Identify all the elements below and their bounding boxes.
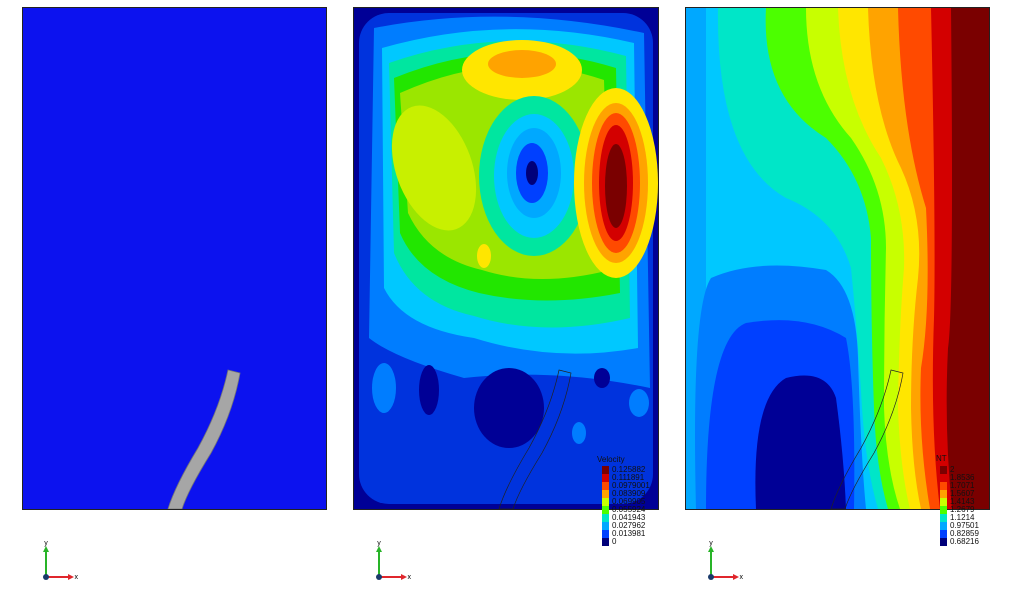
velocity-legend-value: 0.069905	[612, 497, 646, 506]
velocity-legend-title: Velocity	[597, 455, 625, 464]
velocity-legend-value: 0.013981	[612, 529, 646, 538]
temperature-legend-value: 2	[950, 465, 955, 474]
axis-triad-icon: y x	[43, 540, 79, 581]
velocity-legend-value: 0.055924	[612, 505, 646, 514]
temperature-legend-value: 1.2679	[950, 505, 975, 514]
velocity-legend-labels: 0.125882 0.111891 0.0979001 0.083909 0.0…	[612, 466, 650, 546]
temperature-legend-value: 1.1214	[950, 513, 975, 522]
temperature-legend-value: 0.97501	[950, 521, 979, 530]
x-axis-label: x	[408, 574, 412, 581]
temperature-legend-colorbar	[940, 466, 947, 546]
y-axis-label: y	[709, 540, 713, 547]
velocity-legend-value: 0.027962	[612, 521, 646, 530]
temperature-legend-title: NT	[936, 454, 947, 463]
velocity-legend-value: 0	[612, 537, 617, 546]
temperature-contour-plot	[685, 7, 990, 510]
temperature-legend-value: 0.82859	[950, 529, 979, 538]
velocity-legend-value: 0.125882	[612, 465, 646, 474]
velocity-legend-colorbar	[602, 466, 609, 546]
temperature-legend-value: 1.7071	[950, 481, 975, 490]
velocity-legend-value: 0.041943	[612, 513, 646, 522]
y-axis-label: y	[377, 540, 381, 547]
y-axis-label: y	[44, 540, 48, 547]
velocity-legend-value: 0.0979001	[612, 481, 650, 490]
material-plot	[22, 7, 327, 510]
axis-triad-icon: y x	[376, 540, 412, 581]
temperature-legend-value: 1.8536	[950, 473, 975, 482]
x-axis-label: x	[740, 574, 744, 581]
temperature-legend-value: 1.5607	[950, 489, 975, 498]
velocity-legend-value: 0.111891	[612, 473, 645, 482]
temperature-legend-labels: 2 1.8536 1.7071 1.5607 1.4143 1.2679 1.1…	[950, 466, 979, 546]
velocity-legend-value: 0.083909	[612, 489, 646, 498]
x-axis-label: x	[75, 574, 79, 581]
velocity-contour-plot	[353, 7, 659, 510]
temperature-legend-value: 1.4143	[950, 497, 975, 506]
temperature-legend-value: 0.68216	[950, 537, 979, 546]
flexible-filament	[167, 369, 241, 509]
axis-triad-icon: y x	[708, 540, 744, 581]
